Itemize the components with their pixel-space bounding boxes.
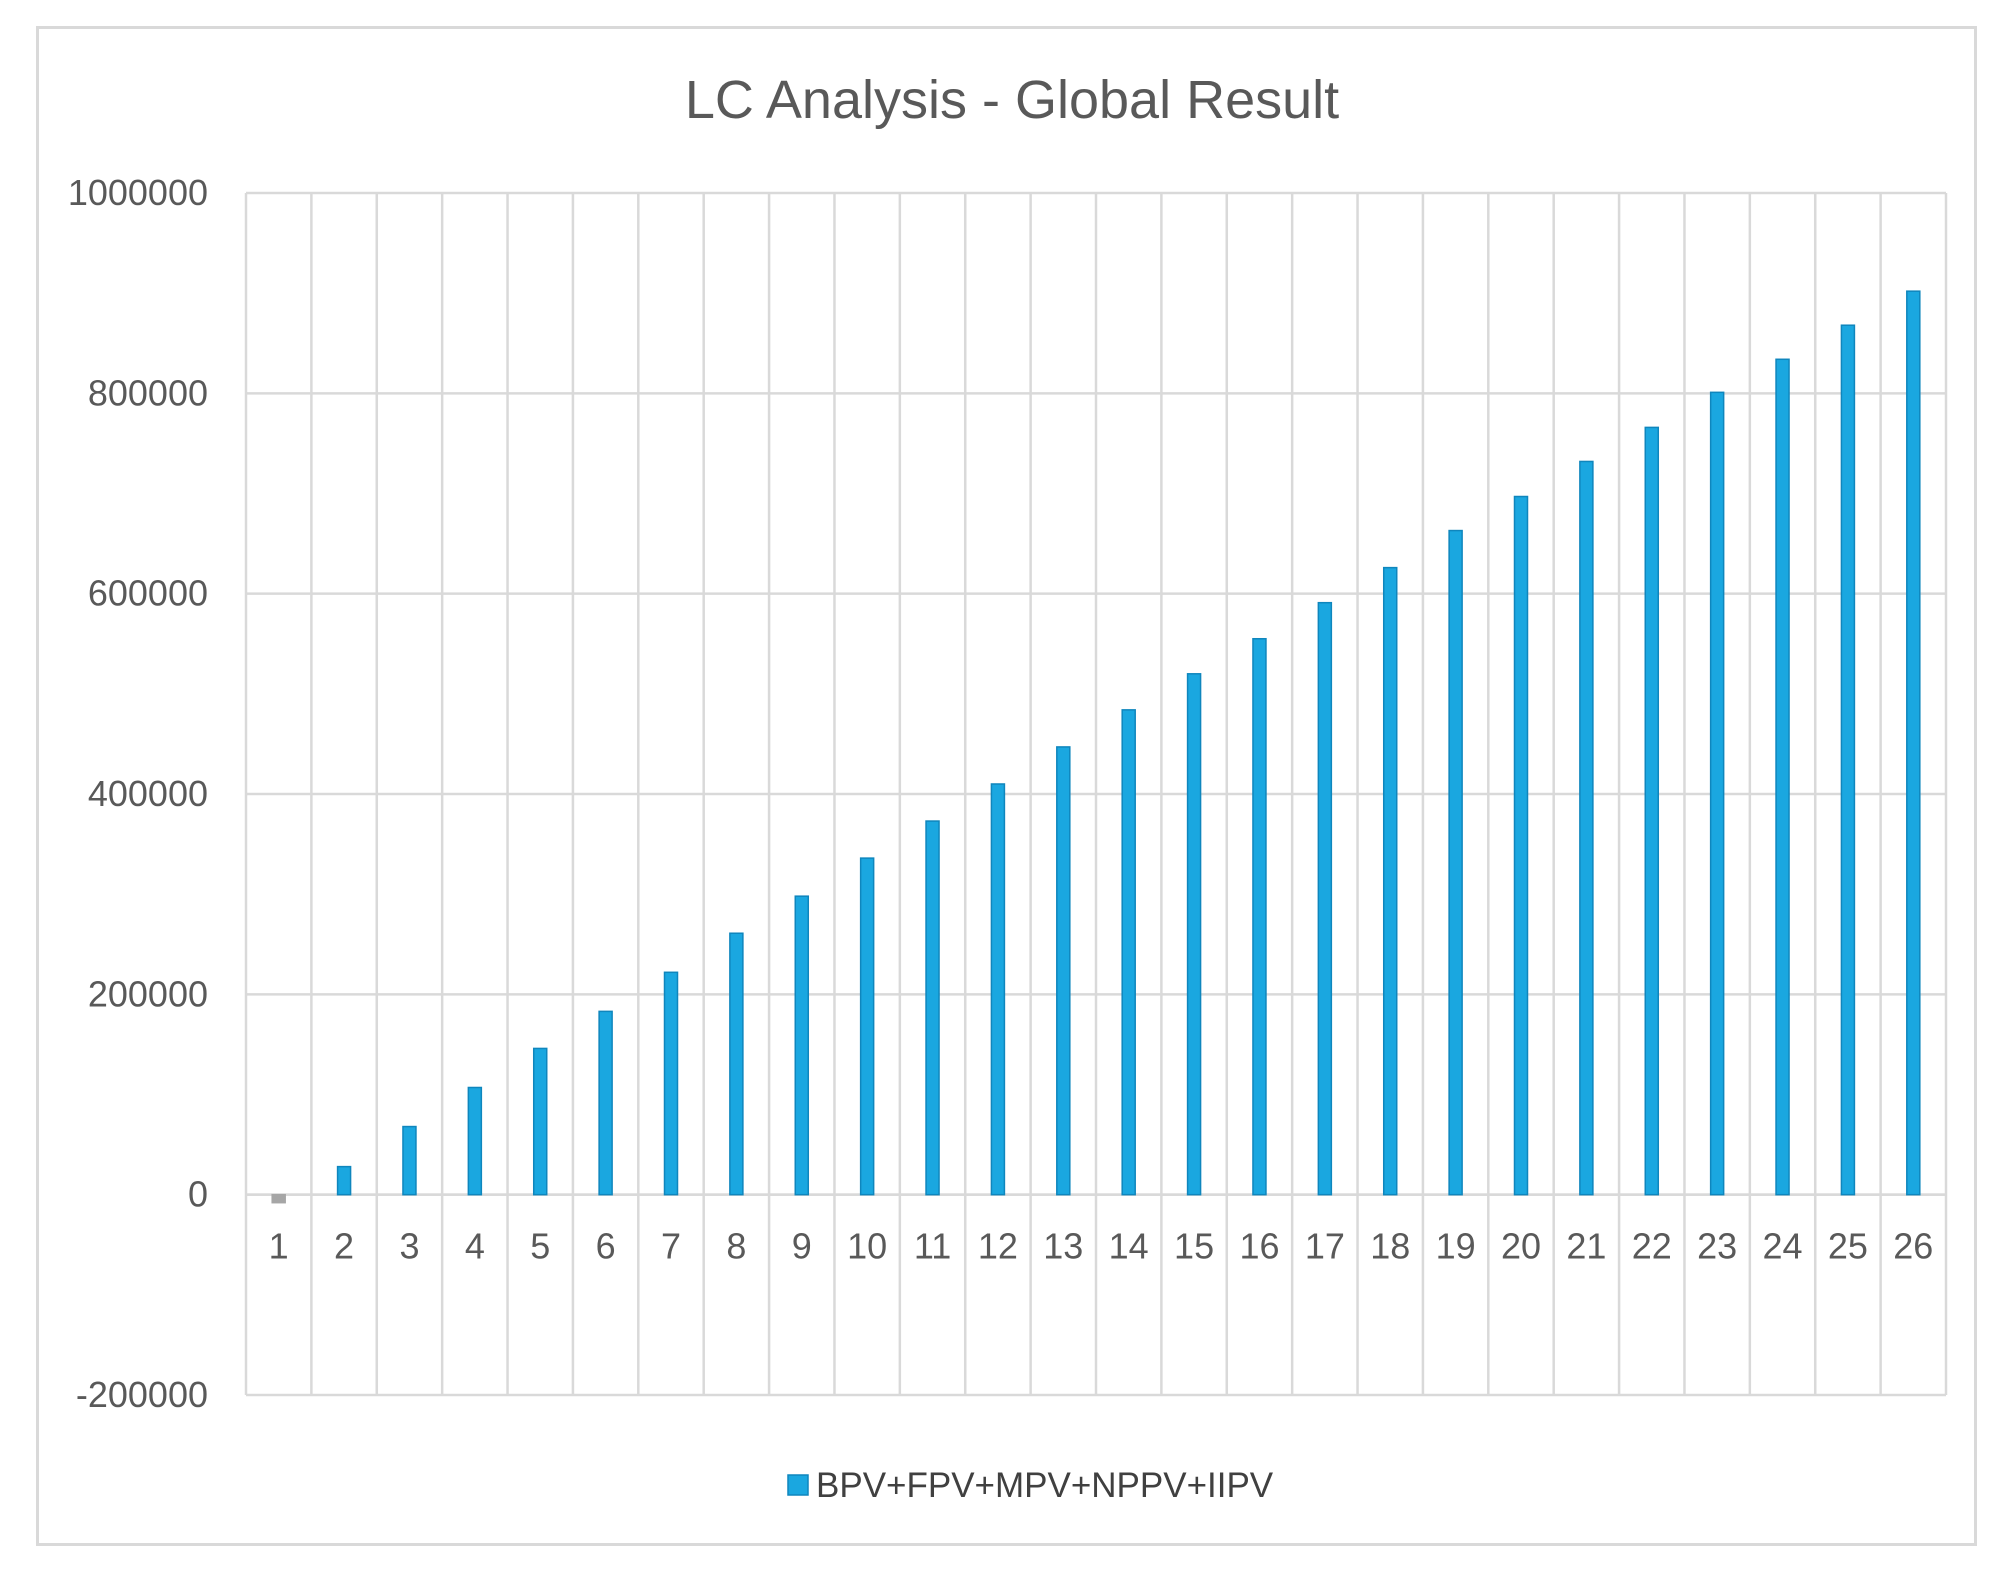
x-tick-label: 8 <box>726 1226 746 1267</box>
x-axis-tick-labels: 1 2 3 4 5 6 7 8 9 10 11 12 13 14 15 16 17 18 19 20 21 22 23 24 2… <box>269 1226 1934 1267</box>
x-tick-label: 25 <box>1828 1226 1868 1267</box>
bar-22 <box>1644 426 1660 1196</box>
bar-5 <box>532 1047 548 1196</box>
bar-26 <box>1906 290 1921 1196</box>
x-tick-label: 19 <box>1436 1226 1476 1267</box>
y-tick-label: 800000 <box>88 372 208 413</box>
bar-series <box>271 290 1921 1204</box>
legend-label: BPV+FPV+MPV+NPPV+IIPV <box>816 1466 1274 1505</box>
x-tick-label: 11 <box>914 1226 951 1267</box>
bar-9 <box>794 895 810 1196</box>
bar-6 <box>598 1010 613 1196</box>
bar-12 <box>990 783 1006 1196</box>
x-tick-label: 20 <box>1501 1226 1541 1267</box>
x-tick-label: 5 <box>530 1226 550 1267</box>
x-tick-label: 16 <box>1239 1226 1279 1267</box>
bar-25 <box>1840 324 1856 1196</box>
x-tick-label: 3 <box>399 1226 419 1267</box>
y-tick-label: -200000 <box>76 1374 208 1415</box>
y-tick-label: 200000 <box>88 973 208 1014</box>
y-tick-label: 0 <box>188 1174 208 1215</box>
bar-14 <box>1121 709 1136 1196</box>
x-tick-label: 9 <box>792 1226 812 1267</box>
x-tick-label: 17 <box>1305 1226 1345 1267</box>
y-axis-tick-labels: -200000 0 200000 400000 600000 800000 1000000 <box>68 172 208 1415</box>
bar-8 <box>729 932 744 1196</box>
bar-24 <box>1775 358 1790 1196</box>
legend: BPV+FPV+MPV+NPPV+IIPV <box>787 1466 1274 1505</box>
bar-11 <box>925 820 940 1196</box>
x-tick-label: 10 <box>847 1226 887 1267</box>
bar-23 <box>1709 391 1725 1196</box>
x-tick-label: 21 <box>1566 1226 1606 1267</box>
x-tick-label: 14 <box>1109 1226 1149 1267</box>
bar-19 <box>1448 529 1463 1196</box>
legend-swatch <box>787 1474 809 1496</box>
gridlines <box>244 191 1948 1397</box>
bar-21 <box>1579 460 1594 1196</box>
bar-20 <box>1513 495 1529 1196</box>
x-tick-label: 12 <box>978 1226 1018 1267</box>
x-tick-label: 6 <box>596 1226 616 1267</box>
bar-3 <box>402 1125 417 1196</box>
x-tick-label: 1 <box>269 1226 289 1267</box>
y-tick-label: 600000 <box>88 573 208 614</box>
bar-17 <box>1317 601 1333 1196</box>
y-tick-label: 1000000 <box>68 172 208 213</box>
y-tick-label: 400000 <box>88 773 208 814</box>
x-tick-label: 7 <box>661 1226 681 1267</box>
bar-18 <box>1382 566 1398 1196</box>
bar-4 <box>467 1086 483 1196</box>
bar-13 <box>1056 746 1071 1196</box>
x-tick-label: 4 <box>465 1226 485 1267</box>
x-tick-label: 15 <box>1174 1226 1214 1267</box>
bar-16 <box>1252 637 1267 1196</box>
bar-7 <box>663 971 679 1196</box>
bar-2 <box>336 1165 352 1196</box>
x-tick-label: 23 <box>1697 1226 1737 1267</box>
x-tick-label: 22 <box>1632 1226 1672 1267</box>
bar-10 <box>859 857 875 1196</box>
x-tick-label: 24 <box>1763 1226 1803 1267</box>
bar-1 <box>271 1193 286 1204</box>
bar-15 <box>1186 673 1202 1196</box>
x-tick-label: 26 <box>1893 1226 1933 1267</box>
x-tick-label: 13 <box>1043 1226 1083 1267</box>
chart-title: LC Analysis - Global Result <box>685 70 1339 130</box>
x-tick-label: 18 <box>1370 1226 1410 1267</box>
x-tick-label: 2 <box>334 1226 354 1267</box>
